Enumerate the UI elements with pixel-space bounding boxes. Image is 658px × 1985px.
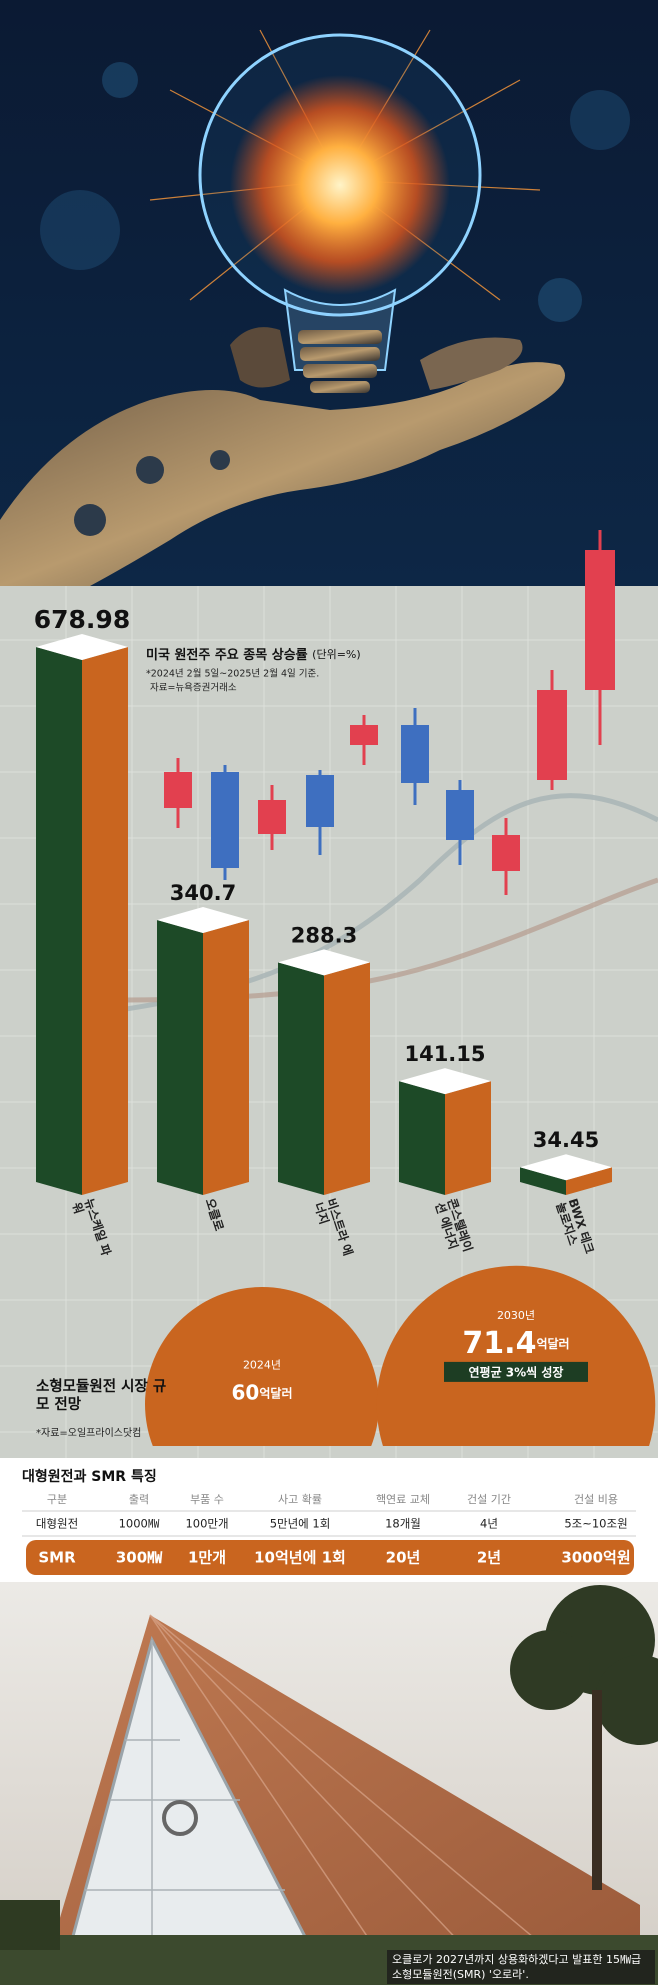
facade-frames	[85, 1640, 285, 1985]
bar-front	[445, 1081, 491, 1195]
chart-source: 자료=뉴욕증권거래소	[150, 682, 237, 694]
bar-side	[278, 962, 324, 1195]
table-title: 대형원전과 SMR 특징	[22, 1468, 157, 1485]
bulb-glow	[230, 75, 450, 295]
value-label: 340.7	[170, 881, 236, 905]
table-header: 출력	[129, 1493, 149, 1506]
bar	[36, 634, 128, 1195]
bubble-value-line: 60억달러	[232, 1380, 293, 1404]
bulb-base	[298, 330, 382, 393]
bar-front	[82, 647, 128, 1195]
bar-top	[36, 634, 128, 660]
bar-top	[157, 907, 249, 934]
bokeh	[102, 62, 138, 98]
table-header: 건설 기간	[467, 1493, 511, 1506]
table-header: 부품 수	[190, 1493, 224, 1506]
robot-joints	[74, 450, 230, 536]
bubble-unit: 억달러	[259, 1385, 292, 1400]
bar-side	[36, 647, 82, 1195]
value-label: 288.3	[291, 923, 357, 947]
table-cell: 1만개	[188, 1549, 226, 1567]
bokeh	[538, 278, 582, 322]
table-cell: 1000㎿	[119, 1517, 160, 1531]
table-cell: SMR	[38, 1549, 76, 1567]
table-header: 건설 비용	[574, 1493, 618, 1506]
table-cell: 4년	[480, 1517, 498, 1531]
hero-illustration	[0, 0, 658, 586]
bar	[157, 907, 249, 1195]
table-header: 핵연료 교체	[376, 1493, 430, 1506]
bubble-title: 소형모듈원전 시장 규모 전망	[36, 1379, 167, 1413]
chart-unit: (단위=%)	[312, 648, 361, 661]
bubble-value-line: 71.4억달러	[462, 1325, 569, 1360]
table-header: 구분	[47, 1493, 67, 1506]
decorative-candles	[164, 530, 615, 895]
chart-title: 미국 원전주 주요 종목 상승률	[146, 647, 308, 663]
table-cell: 20년	[386, 1549, 421, 1567]
annotation: 연평균 3%씩 성장	[469, 1364, 564, 1379]
bokeh	[570, 90, 630, 150]
bar-front	[566, 1167, 612, 1195]
bubble-category: 2030년	[497, 1309, 535, 1322]
table-cell: 5만년에 1회	[270, 1517, 331, 1531]
annotation-badge	[444, 1361, 588, 1382]
bubble-source: *자료=오일프라이스닷컴	[36, 1428, 142, 1439]
bubble	[376, 1265, 656, 1446]
photo-caption: 오클로가 2027년까지 상용화하겠다고 발표한 15㎿급 소형모듈원전(SMR…	[392, 1953, 642, 1981]
bubble-value: 71.4	[462, 1325, 536, 1360]
value-label: 678.98	[34, 605, 130, 634]
bubble-category: 2024년	[243, 1358, 281, 1371]
robot-finger	[230, 327, 290, 388]
table-cell: 2년	[477, 1549, 501, 1567]
bar-side	[399, 1081, 445, 1195]
bar-top	[278, 949, 370, 976]
bar	[278, 949, 370, 1195]
bokeh	[40, 190, 120, 270]
robot-hand	[0, 362, 565, 586]
table-cell: 10억년에 1회	[254, 1549, 346, 1567]
chart-note: *2024년 2월 5일~2025년 2월 4일 기준.	[146, 668, 319, 680]
shrub	[0, 1900, 60, 1950]
bar-front	[324, 962, 370, 1195]
bar	[399, 1068, 491, 1195]
building-photo	[0, 1582, 658, 1985]
table-cell: 대형원전	[36, 1517, 78, 1531]
chart-title-line: 미국 원전주 주요 종목 상승률 (단위=%)	[146, 647, 361, 663]
roof-seams	[149, 1614, 591, 1985]
table-cell: 5조~10조원	[564, 1517, 627, 1531]
smr-row-highlight	[26, 1540, 634, 1575]
bar-side	[157, 920, 203, 1195]
bar-front	[203, 920, 249, 1195]
bubble	[145, 1287, 379, 1446]
logo	[162, 1800, 198, 1836]
bar-top	[399, 1068, 491, 1095]
table-cell: 300㎿	[116, 1549, 163, 1567]
bubble-unit: 억달러	[536, 1335, 569, 1350]
table-cell: 18개월	[385, 1517, 421, 1531]
value-label: 34.45	[533, 1128, 599, 1152]
bar	[520, 1154, 612, 1195]
table-cell: 100만개	[185, 1517, 228, 1531]
table-header: 사고 확률	[278, 1493, 322, 1506]
bubble-value: 60	[232, 1380, 260, 1404]
tree	[510, 1585, 658, 1890]
caption-box	[387, 1950, 655, 1984]
bar-group: 678.98 340.7 288.3 141.15 34.45	[34, 605, 612, 1195]
table-cell: 3000억원	[561, 1549, 630, 1567]
bar-top	[520, 1154, 612, 1181]
robot-finger	[420, 337, 523, 390]
bar-side	[520, 1167, 566, 1195]
value-label: 141.15	[404, 1042, 485, 1066]
